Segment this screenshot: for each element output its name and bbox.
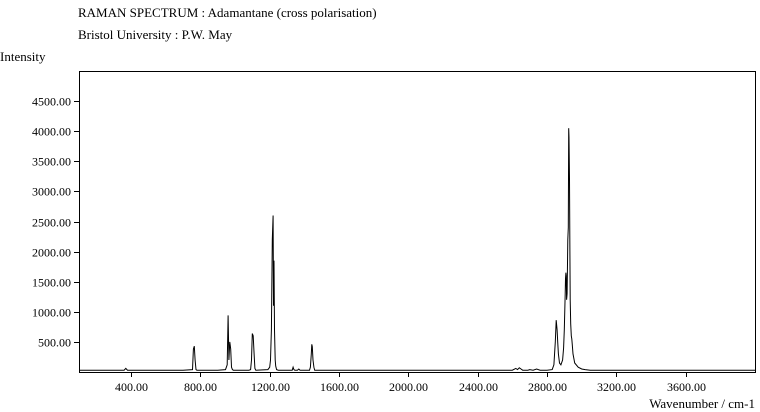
y-tick-label: 500.00 (38, 336, 71, 350)
x-tick-label: 2800.00 (528, 380, 567, 394)
x-tick-label: 800.00 (184, 380, 217, 394)
x-tick-label: 3600.00 (667, 380, 706, 394)
x-tick-label: 400.00 (115, 380, 148, 394)
x-axis-ticks: 400.00 800.00 1200.00 1600.00 2000.00 2400.00… (115, 372, 706, 394)
x-tick-label: 1600.00 (320, 380, 359, 394)
y-tick-label: 4000.00 (32, 125, 71, 139)
y-tick-label: 1000.00 (32, 306, 71, 320)
x-axis-label: Wavenumber / cm-1 (649, 396, 755, 411)
chart-title: RAMAN SPECTRUM : Adamantane (cross polar… (78, 5, 377, 20)
chart-subtitle: Bristol University : P.W. May (78, 27, 233, 42)
y-axis-label: Intensity (0, 49, 46, 64)
y-tick-label: 3500.00 (32, 155, 71, 169)
x-tick-label: 2400.00 (459, 380, 498, 394)
y-axis-ticks: 500.00 1000.00 1500.00 2000.00 2500.00 3000.0… (32, 95, 79, 350)
x-tick-label: 2000.00 (389, 380, 428, 394)
plot-frame (79, 71, 756, 373)
y-tick-label: 3000.00 (32, 185, 71, 199)
x-tick-label: 1200.00 (251, 380, 290, 394)
y-tick-label: 2500.00 (32, 216, 71, 230)
x-tick-label: 3200.00 (597, 380, 636, 394)
spectrum-line (79, 128, 755, 371)
y-tick-label: 1500.00 (32, 276, 71, 290)
y-tick-label: 2000.00 (32, 246, 71, 260)
y-tick-label: 4500.00 (32, 95, 71, 109)
